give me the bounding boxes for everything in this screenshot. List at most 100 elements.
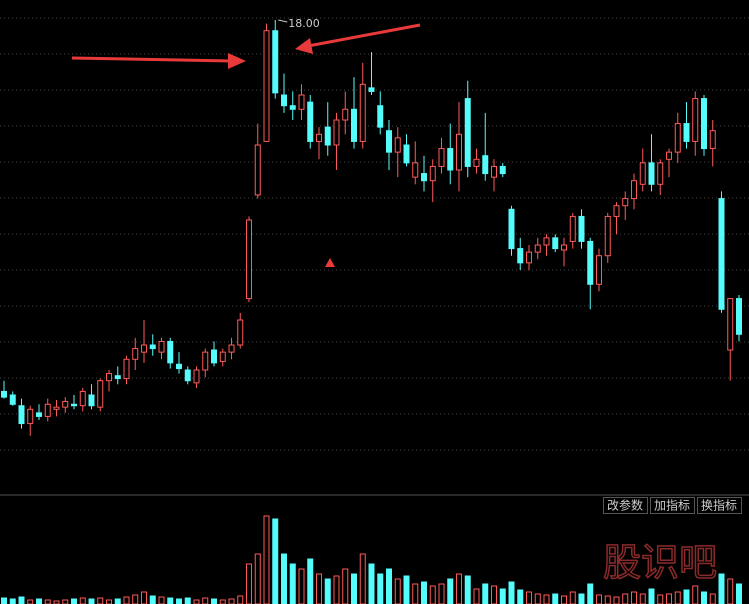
- volume-bar: [561, 595, 567, 604]
- volume-bar: [639, 593, 646, 604]
- candle-body: [237, 319, 244, 346]
- volume-bar: [499, 588, 506, 604]
- volume-bar: [114, 598, 121, 604]
- button[interactable]: 换指标: [697, 497, 742, 514]
- volume-bar: [692, 585, 699, 604]
- candle-body: [71, 403, 77, 407]
- volume-bar: [263, 515, 270, 604]
- volume-bar: [709, 593, 716, 604]
- volume-bar: [569, 591, 576, 604]
- volume-bar: [18, 596, 25, 604]
- candle-body: [228, 344, 235, 353]
- volume-bar: [683, 589, 690, 604]
- candle-body: [394, 137, 401, 153]
- volume-bar: [736, 583, 742, 604]
- volume-bar: [701, 591, 707, 604]
- volume-bar: [333, 575, 340, 604]
- candle-body: [622, 198, 629, 207]
- volume-bar: [596, 594, 602, 604]
- volume-bar: [438, 583, 445, 604]
- candle-body: [666, 151, 672, 160]
- signal-triangle: [325, 258, 335, 267]
- candle-body: [727, 298, 734, 351]
- candle-body: [333, 119, 340, 146]
- button-label[interactable]: 改参数: [607, 498, 643, 513]
- max-marker-label: 18.00: [288, 17, 320, 30]
- candle-body: [587, 240, 594, 285]
- candle-body: [114, 375, 121, 380]
- arrowhead: [295, 38, 313, 54]
- candle-body: [1, 390, 7, 398]
- candle-body: [342, 108, 349, 121]
- volume-bar: [491, 585, 497, 604]
- volume-bar: [79, 597, 86, 604]
- button-label[interactable]: 加指标: [654, 498, 690, 513]
- volume-bar: [316, 573, 322, 604]
- volume-bar: [368, 563, 375, 604]
- volume-bar: [657, 594, 664, 604]
- volume-bar: [578, 593, 585, 604]
- volume-bar: [394, 578, 401, 604]
- volume-bar: [456, 573, 462, 604]
- volume-bar: [622, 593, 629, 604]
- candle-body: [683, 123, 690, 142]
- candle-body: [386, 130, 392, 153]
- candle-body: [27, 408, 34, 425]
- candle-body: [526, 251, 532, 264]
- candle-body: [193, 369, 200, 384]
- candle-body: [307, 101, 314, 142]
- volume-bar: [71, 598, 77, 604]
- volume-bar: [211, 598, 217, 604]
- candle-body: [167, 340, 174, 364]
- volume-bar: [298, 568, 305, 604]
- candle-body: [298, 94, 305, 110]
- candle-body: [648, 162, 655, 185]
- candle-body: [211, 349, 217, 364]
- volume-bar: [149, 595, 156, 604]
- volume-bar: [718, 573, 725, 604]
- candle-body: [561, 244, 567, 251]
- candle-body: [263, 30, 270, 142]
- watermark: 股识吧: [603, 541, 717, 585]
- arrow: [307, 23, 421, 48]
- volume-bar: [202, 597, 209, 604]
- candle-body: [219, 351, 226, 362]
- volume-bar: [342, 568, 349, 604]
- candle-body: [578, 215, 585, 242]
- volume-bar: [289, 563, 296, 604]
- candle-body: [202, 351, 209, 371]
- button[interactable]: 改参数: [603, 497, 648, 514]
- candle-body: [36, 412, 42, 417]
- volume-bar: [97, 597, 104, 604]
- volume-bar: [674, 591, 681, 604]
- candle-body: [176, 363, 182, 370]
- candle-body: [44, 403, 51, 417]
- candle-body: [604, 215, 611, 257]
- candle-body: [421, 173, 427, 182]
- candle-body: [718, 198, 725, 310]
- candle-body: [324, 126, 331, 146]
- volume-bar: [631, 591, 637, 604]
- candle-body: [569, 215, 576, 242]
- candle-body: [359, 83, 366, 142]
- candle-body: [534, 244, 541, 253]
- volume-bar: [421, 581, 427, 604]
- candle-body: [517, 248, 524, 264]
- volume-bar: [281, 553, 287, 604]
- candle-body: [403, 144, 410, 164]
- volume-bar: [27, 599, 34, 604]
- button[interactable]: 加指标: [650, 497, 695, 514]
- volume-bar: [246, 563, 252, 604]
- volume-bar: [508, 581, 515, 604]
- volume-bar: [351, 573, 357, 604]
- candle-body: [88, 394, 95, 407]
- candle-body: [464, 98, 471, 167]
- candle-body: [149, 344, 156, 350]
- volume-bar: [254, 553, 261, 604]
- candle-body: [429, 165, 436, 182]
- volume-bar: [44, 599, 51, 604]
- volume-bar: [106, 599, 112, 604]
- button-label[interactable]: 换指标: [701, 498, 737, 513]
- candle-body: [473, 158, 480, 167]
- candle-body: [254, 144, 261, 196]
